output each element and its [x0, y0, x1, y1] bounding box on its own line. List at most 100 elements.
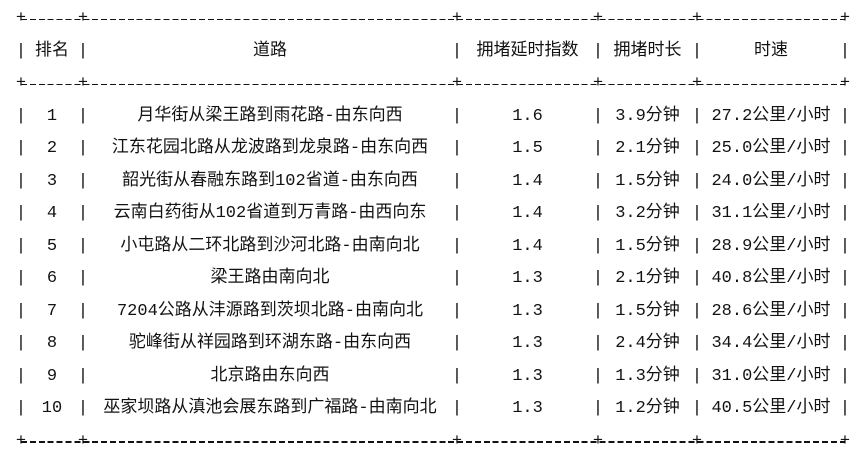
column-divider: | [451, 366, 463, 386]
cell-congestion-duration: 2.4分钟 [615, 334, 680, 353]
column-divider: | [451, 399, 463, 418]
cell-rank: 6 [46, 269, 58, 288]
cell-congestion-index: 1.3 [512, 366, 543, 386]
border-junction: + [839, 9, 851, 28]
column-divider: | [451, 171, 463, 191]
column-divider: | [691, 236, 703, 256]
table-row: | | | | | | 4 云南白药街从102省道到万青路-由西向东 1.4 3… [16, 198, 850, 231]
column-divider: | [691, 204, 703, 223]
column-divider: | [15, 334, 27, 353]
cell-rank: 7 [46, 301, 58, 321]
cell-rank: 4 [46, 204, 58, 223]
cell-congestion-index: 1.3 [512, 399, 543, 418]
cell-speed: 25.0公里/小时 [711, 139, 831, 158]
cell-road: 韶光街从春融东路到102省道-由东向西 [122, 171, 418, 191]
column-divider: | [592, 204, 604, 223]
cell-rank: 10 [41, 399, 63, 418]
cell-speed: 31.1公里/小时 [711, 204, 831, 223]
column-divider: | [451, 301, 463, 321]
cell-congestion-duration: 3.9分钟 [615, 106, 680, 126]
cell-speed: 28.9公里/小时 [711, 236, 831, 256]
cell-road: 小屯路从二环北路到沙河北路-由南向北 [120, 236, 420, 256]
column-divider: | [691, 41, 703, 61]
cell-speed: 31.0公里/小时 [711, 366, 831, 386]
table-row: | | | | | | 8 驼峰街从祥园路到环湖东路-由东向西 1.3 2.4分… [16, 328, 850, 361]
cell-speed: 34.4公里/小时 [711, 334, 831, 353]
border-junction: + [691, 431, 703, 451]
column-divider: | [77, 334, 89, 353]
column-divider: | [691, 171, 703, 191]
table-row: | | | | | | 9 北京路由东向西 1.3 1.3分钟 31.0公里/小… [16, 361, 850, 394]
header-congestion-index: 拥堵延时指数 [476, 41, 579, 61]
column-divider: | [691, 106, 703, 126]
border-junction: + [592, 9, 604, 28]
border-junction: + [592, 74, 604, 93]
cell-congestion-duration: 2.1分钟 [615, 139, 680, 158]
column-divider: | [691, 334, 703, 353]
table-header-row: | | | | | | 排名 道路 拥堵延时指数 拥堵时长 时速 [16, 36, 850, 69]
column-divider: | [77, 139, 89, 158]
border-junction: + [839, 74, 851, 93]
column-divider: | [839, 236, 851, 256]
border-junction: + [77, 9, 89, 28]
border-junction: + [77, 431, 89, 451]
table-row: | | | | | | 10 巫家坝路从滇池会展东路到广福路-由南向北 1.3 … [16, 393, 850, 426]
column-divider: | [839, 301, 851, 321]
cell-congestion-duration: 2.1分钟 [615, 269, 680, 288]
cell-road: 北京路由东向西 [210, 366, 330, 386]
cell-road: 7204公路从沣源路到茨坝北路-由南向北 [116, 301, 423, 321]
column-divider: | [592, 301, 604, 321]
column-divider: | [15, 269, 27, 288]
cell-congestion-index: 1.6 [512, 106, 543, 126]
column-divider: | [77, 366, 89, 386]
cell-speed: 27.2公里/小时 [711, 106, 831, 126]
column-divider: | [592, 399, 604, 418]
column-divider: | [451, 139, 463, 158]
cell-congestion-index: 1.4 [512, 171, 543, 191]
cell-congestion-index: 1.4 [512, 236, 543, 256]
cell-rank: 8 [46, 334, 58, 353]
column-divider: | [839, 269, 851, 288]
border-junction: + [451, 9, 463, 28]
table-row: | | | | | | 6 梁王路由南向北 1.3 2.1分钟 40.8公里/小… [16, 263, 850, 296]
column-divider: | [77, 236, 89, 256]
border-junction: + [839, 431, 851, 451]
column-divider: | [77, 106, 89, 126]
header-speed: 时速 [754, 41, 788, 61]
cell-rank: 2 [46, 139, 58, 158]
table-row: | | | | | | 3 韶光街从春融东路到102省道-由东向西 1.4 1.… [16, 166, 850, 199]
cell-rank: 3 [46, 171, 58, 191]
column-divider: | [77, 204, 89, 223]
column-divider: | [451, 236, 463, 256]
column-divider: | [691, 269, 703, 288]
cell-speed: 24.0公里/小时 [711, 171, 831, 191]
border-junction: + [15, 74, 27, 93]
column-divider: | [691, 139, 703, 158]
column-divider: | [15, 41, 27, 61]
border-junction: + [77, 74, 89, 93]
border-junction: + [451, 74, 463, 93]
column-divider: | [451, 334, 463, 353]
cell-rank: 5 [46, 236, 58, 256]
header-road: 道路 [253, 41, 287, 61]
column-divider: | [15, 236, 27, 256]
border-junction: + [15, 9, 27, 28]
cell-congestion-index: 1.3 [512, 269, 543, 288]
cell-congestion-duration: 1.3分钟 [615, 366, 680, 386]
cell-road: 梁王路由南向北 [210, 269, 330, 288]
cell-rank: 1 [46, 106, 58, 126]
header-congestion-duration: 拥堵时长 [613, 41, 682, 61]
table-row: | | | | | | 5 小屯路从二环北路到沙河北路-由南向北 1.4 1.5… [16, 231, 850, 264]
table-row: | | | | | | 2 江东花园北路从龙波路到龙泉路-由东向西 1.5 2.… [16, 133, 850, 166]
cell-congestion-index: 1.4 [512, 204, 543, 223]
cell-congestion-index: 1.3 [512, 301, 543, 321]
column-divider: | [15, 366, 27, 386]
column-divider: | [839, 366, 851, 386]
cell-road: 江东花园北路从龙波路到龙泉路-由东向西 [111, 139, 429, 158]
cell-congestion-index: 1.5 [512, 139, 543, 158]
column-divider: | [15, 171, 27, 191]
column-divider: | [451, 106, 463, 126]
column-divider: | [77, 171, 89, 191]
column-divider: | [77, 269, 89, 288]
column-divider: | [592, 41, 604, 61]
